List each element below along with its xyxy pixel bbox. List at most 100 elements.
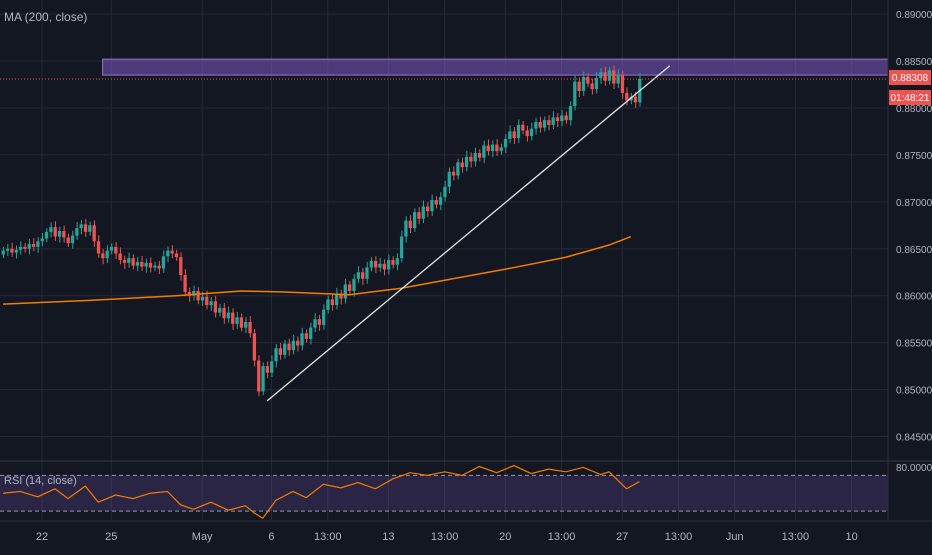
candle [525, 125, 529, 142]
candle-body [525, 130, 529, 137]
rsi-indicator-label[interactable]: RSI (14, close) [4, 475, 77, 487]
candle-body [395, 258, 399, 265]
candle [153, 261, 157, 272]
candle-body [586, 76, 590, 84]
candle-body [365, 267, 369, 279]
candle [538, 116, 542, 133]
candle-body [304, 333, 308, 339]
candle [79, 220, 83, 235]
candle-body [157, 265, 161, 269]
rsi-layer [0, 464, 888, 520]
candle-body [257, 360, 261, 392]
candle [516, 119, 521, 143]
candle [482, 140, 486, 164]
candle-body [373, 260, 378, 268]
candle-body [313, 319, 317, 328]
candle [356, 266, 360, 284]
candle-body [335, 293, 339, 306]
candle [1, 246, 5, 259]
price-tick-label: 0.87500 [896, 151, 932, 162]
candle-body [464, 156, 469, 168]
candle [625, 87, 629, 106]
candle [599, 67, 603, 84]
candle-body [196, 291, 200, 301]
candle [373, 256, 378, 273]
candle [395, 253, 399, 271]
trendline[interactable] [266, 65, 671, 402]
candle [157, 260, 161, 274]
candle [473, 147, 477, 167]
resistance-zone[interactable] [102, 58, 889, 76]
candle [291, 334, 296, 355]
candle [451, 166, 456, 181]
candle [135, 257, 140, 272]
candle-body [309, 327, 313, 339]
candle-body [23, 246, 27, 249]
candle-body [79, 224, 83, 229]
candle-body [322, 309, 326, 325]
candle-body [460, 162, 464, 168]
candle-body [378, 263, 382, 268]
candle-body [278, 348, 283, 355]
candle-body [382, 263, 386, 270]
candle [322, 304, 326, 330]
candle-body [495, 144, 499, 152]
candle-body [109, 246, 114, 251]
candle [183, 269, 187, 297]
candle [352, 273, 356, 297]
candle-body [360, 272, 365, 279]
candle [101, 249, 105, 265]
time-axis[interactable]: 22 25 May 6 13:00 13 13:00 20 13:00 27 13:00 Jun 13:… [36, 531, 858, 543]
candle [122, 255, 127, 269]
candle [425, 202, 430, 218]
candle [235, 311, 239, 329]
candle [131, 254, 135, 270]
candle-body [62, 230, 66, 238]
time-tick-label: Jun [726, 531, 744, 543]
time-tick-label: 25 [105, 531, 117, 543]
candle [421, 200, 425, 224]
price-tick-label: 0.88500 [896, 57, 932, 68]
candle [508, 125, 512, 144]
candle-body [633, 96, 638, 103]
trendline-layer [266, 65, 671, 402]
candle [300, 327, 304, 351]
candle-body [118, 253, 122, 261]
candle [75, 222, 79, 240]
candle [348, 280, 352, 295]
candle [296, 336, 300, 352]
candle [529, 122, 534, 141]
candle [547, 115, 551, 131]
candle-body [564, 115, 568, 121]
candle [274, 343, 278, 368]
price-tick-label: 0.87000 [896, 198, 932, 209]
candle [127, 252, 131, 268]
countdown-badge: 01:48:21 [889, 90, 931, 105]
ma-indicator-label[interactable]: MA (200, close) [4, 10, 87, 24]
ma-200-line[interactable] [2, 235, 632, 305]
candle-body [14, 249, 18, 253]
candle [70, 230, 75, 249]
candle-body [179, 257, 183, 276]
rsi-line[interactable] [2, 464, 640, 520]
candle [257, 355, 261, 397]
candle-body [231, 312, 235, 324]
price-axis[interactable]: 0.89000 0.88500 0.88000 0.87500 0.87000 0.865… [896, 10, 932, 443]
candle-body [599, 72, 603, 78]
candle-body [53, 227, 57, 237]
candle [313, 313, 317, 332]
candle-body [542, 120, 547, 128]
candle [248, 315, 252, 338]
time-tick-label: May [192, 531, 213, 543]
candle-body [200, 296, 205, 301]
countdown-badge-bg [889, 90, 931, 105]
candle [499, 143, 503, 155]
candle [560, 110, 564, 126]
candle-body [486, 145, 490, 152]
candle [144, 258, 148, 273]
candle [23, 243, 27, 253]
price-tick-label: 0.85000 [896, 386, 932, 397]
candle-body [555, 117, 560, 122]
